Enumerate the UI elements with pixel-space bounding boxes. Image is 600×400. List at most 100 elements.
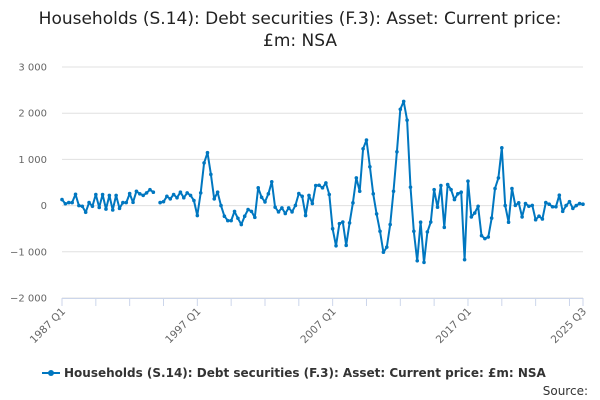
data-point	[236, 216, 240, 221]
data-point	[80, 204, 85, 209]
data-point	[303, 213, 308, 218]
data-point	[148, 187, 152, 192]
data-point	[307, 193, 311, 198]
data-point	[574, 203, 579, 208]
data-point	[378, 229, 382, 234]
data-point	[138, 192, 142, 196]
data-point	[557, 193, 562, 198]
data-point	[533, 217, 538, 222]
source-label: Source:	[542, 384, 588, 398]
legend-item[interactable]: Households (S.14): Debt securities (F.3)…	[42, 366, 546, 380]
data-point	[564, 203, 568, 208]
data-point	[171, 192, 176, 197]
data-point	[110, 208, 115, 212]
data-point	[432, 187, 436, 192]
data-point	[249, 209, 254, 214]
data-point	[66, 200, 71, 205]
data-point	[418, 220, 423, 225]
x-tick-label: 1987 Q1	[28, 306, 68, 346]
y-tick-label: −1 000	[10, 247, 47, 258]
data-point	[90, 204, 95, 209]
data-point	[94, 192, 98, 197]
data-point	[310, 201, 315, 206]
data-point	[97, 205, 102, 210]
data-point	[368, 164, 372, 169]
data-point	[412, 229, 416, 234]
data-point	[449, 187, 453, 192]
data-point	[178, 190, 183, 195]
data-point	[425, 230, 430, 234]
data-point	[486, 235, 491, 239]
data-point	[388, 222, 392, 227]
data-point	[500, 146, 504, 150]
data-point	[337, 221, 342, 226]
data-point	[408, 185, 413, 189]
data-point	[114, 193, 118, 198]
y-tick-label: −2 000	[10, 294, 47, 305]
data-point	[290, 210, 294, 214]
data-point	[175, 195, 179, 200]
data-point	[456, 192, 460, 196]
y-tick-label: 2 000	[18, 109, 47, 120]
data-point	[466, 179, 470, 183]
data-point	[493, 186, 497, 191]
data-point	[253, 215, 257, 220]
data-point	[435, 205, 440, 210]
x-tick-label: 2017 Q1	[434, 306, 474, 346]
data-point	[347, 221, 352, 225]
data-point	[344, 243, 348, 248]
data-point	[107, 193, 112, 198]
data-point	[324, 181, 328, 185]
data-point	[297, 191, 301, 196]
data-point	[371, 192, 376, 196]
data-point	[168, 197, 173, 201]
data-point	[516, 201, 521, 205]
x-tick-label: 2007 Q1	[298, 306, 338, 346]
data-point	[357, 189, 362, 194]
data-point	[246, 207, 250, 212]
data-point	[192, 198, 196, 203]
data-point	[462, 257, 467, 262]
data-point	[70, 200, 74, 205]
data-point	[117, 206, 122, 211]
data-point	[567, 199, 572, 204]
data-point	[185, 191, 189, 195]
data-point	[300, 194, 305, 199]
legend-line-marker-icon	[42, 370, 60, 376]
data-point	[340, 220, 345, 224]
data-point	[144, 191, 149, 195]
data-point	[215, 190, 220, 195]
data-point	[225, 218, 230, 223]
data-point	[334, 243, 338, 248]
data-point	[165, 194, 169, 199]
data-point	[124, 200, 129, 205]
data-point	[269, 180, 274, 184]
data-point	[104, 207, 108, 211]
data-point	[571, 206, 575, 211]
data-point	[158, 200, 162, 205]
data-point	[445, 182, 450, 187]
data-point	[161, 199, 166, 204]
data-point	[73, 192, 78, 197]
data-point	[452, 197, 457, 202]
data-point	[476, 204, 480, 209]
data-point	[239, 222, 244, 227]
data-point	[405, 118, 409, 122]
data-point	[259, 195, 264, 200]
data-point	[354, 176, 359, 180]
data-point	[256, 186, 261, 190]
y-tick-label: 0	[41, 201, 47, 212]
data-point	[266, 192, 271, 196]
data-point	[242, 214, 247, 219]
data-point	[506, 220, 511, 225]
data-point	[286, 206, 291, 210]
data-point	[131, 200, 135, 205]
data-point	[313, 183, 318, 188]
data-point	[121, 200, 125, 205]
data-point	[77, 203, 81, 208]
data-point	[503, 203, 507, 208]
data-point	[384, 245, 389, 249]
data-point	[543, 200, 548, 205]
data-point	[195, 213, 200, 218]
data-point	[469, 215, 474, 219]
